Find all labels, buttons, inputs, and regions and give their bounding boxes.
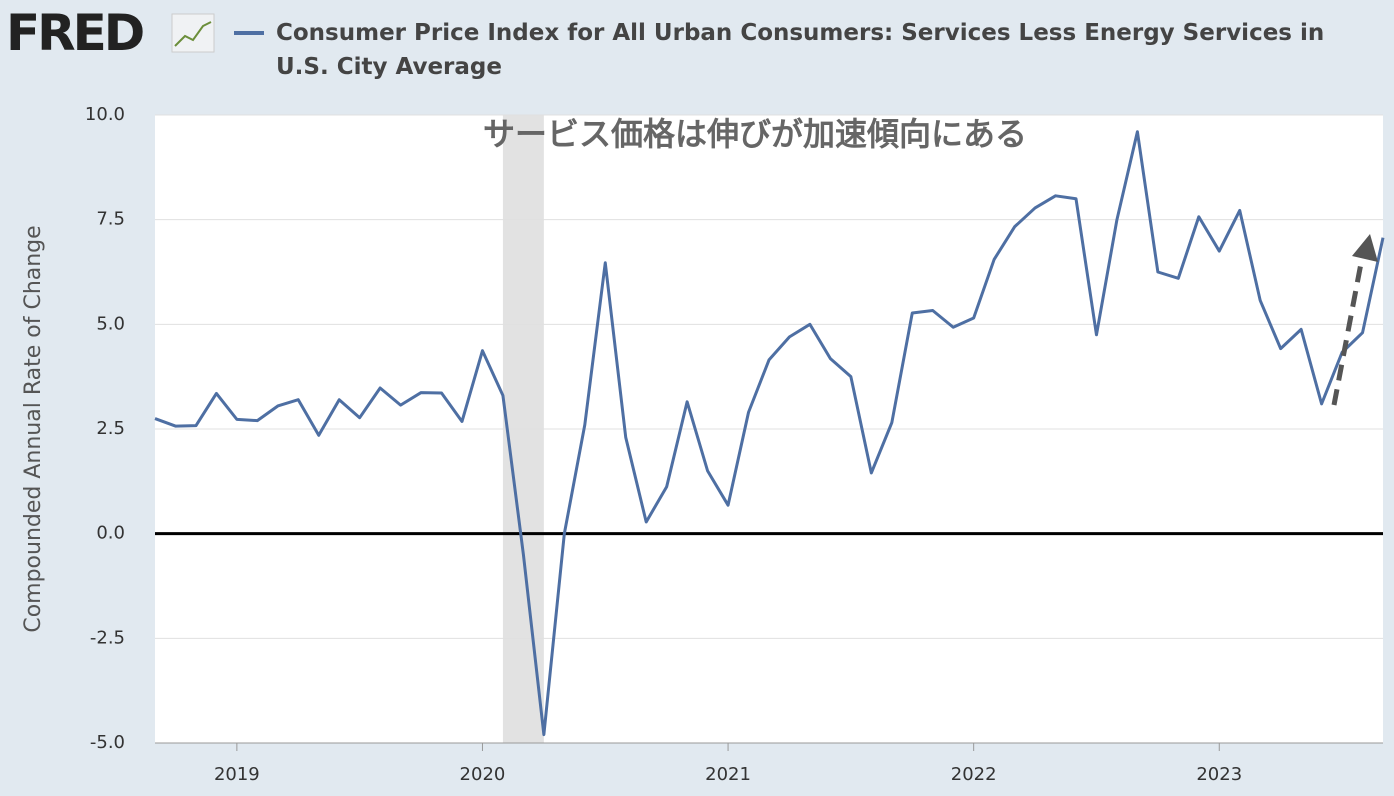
y-tick-label: 7.5 xyxy=(96,209,125,230)
x-tick-label: 2022 xyxy=(951,764,997,785)
y-tick-label: 10.0 xyxy=(85,104,125,125)
x-tick-label: 2021 xyxy=(705,764,751,785)
x-tick-label: 2023 xyxy=(1196,764,1242,785)
arrow-head xyxy=(1352,234,1378,262)
y-tick-label: 0.0 xyxy=(96,523,125,544)
annotation: サービス価格は伸びが加速傾向にある xyxy=(483,115,1027,153)
legend-label: Consumer Price Index for All Urban Consu… xyxy=(276,20,1325,80)
y-tick-label: -5.0 xyxy=(90,732,125,753)
x-tick-label: 2019 xyxy=(214,764,260,785)
x-tick-label: 2020 xyxy=(460,764,506,785)
y-tick-label: 2.5 xyxy=(96,418,125,439)
data-line xyxy=(154,130,1385,737)
logo: FRED xyxy=(6,4,145,62)
y-tick-label: -2.5 xyxy=(90,627,125,648)
logo-icon xyxy=(171,13,215,53)
y-axis-label: Compounded Annual Rate of Change xyxy=(21,225,46,632)
y-tick-label: 5.0 xyxy=(96,313,125,334)
logo-icon-line xyxy=(174,21,212,47)
